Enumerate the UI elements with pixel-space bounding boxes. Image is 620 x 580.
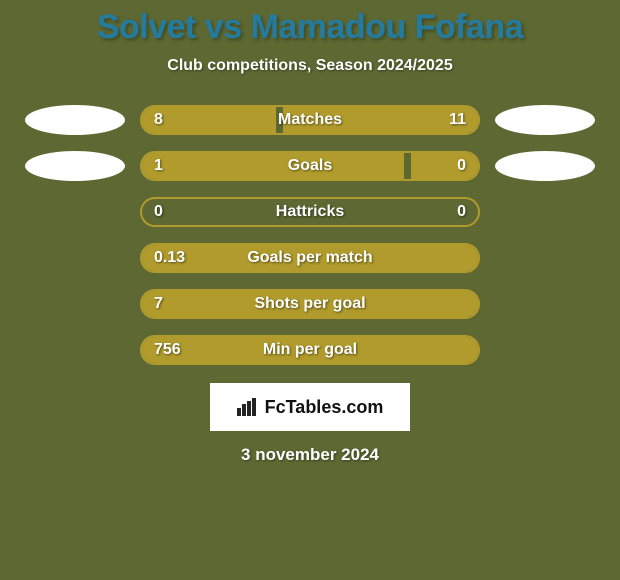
page-title: Solvet vs Mamadou Fofana [0, 0, 620, 47]
page-subtitle: Club competitions, Season 2024/2025 [0, 57, 620, 75]
stat-label: Matches [278, 111, 342, 129]
stat-bar: 8 Matches 11 [140, 105, 480, 135]
stat-bar: 756 Min per goal [140, 335, 480, 365]
stat-label: Shots per goal [254, 295, 365, 313]
bar-chart-icon [237, 398, 259, 416]
stat-label: Goals per match [247, 249, 372, 267]
stat-row: 756 Min per goal [0, 335, 620, 365]
date-label: 3 november 2024 [0, 445, 620, 465]
stat-row: 0.13 Goals per match [0, 243, 620, 273]
stat-value-right: 0 [457, 203, 466, 221]
stat-row: 8 Matches 11 [0, 105, 620, 135]
stat-row: 7 Shots per goal [0, 289, 620, 319]
stat-value-left: 8 [154, 111, 163, 129]
stat-label: Goals [288, 157, 332, 175]
stat-label: Min per goal [263, 341, 357, 359]
stat-bar: 0.13 Goals per match [140, 243, 480, 273]
player-avatar-right [495, 105, 595, 135]
stat-value-left: 1 [154, 157, 163, 175]
player-avatar-right [495, 151, 595, 181]
stat-row: 1 Goals 0 [0, 151, 620, 181]
stat-value-right: 11 [449, 111, 466, 129]
stat-value-left: 0.13 [154, 249, 185, 267]
stat-label: Hattricks [276, 203, 344, 221]
stat-value-left: 0 [154, 203, 163, 221]
player-avatar-left [25, 151, 125, 181]
stat-bar: 7 Shots per goal [140, 289, 480, 319]
logo-box: FcTables.com [210, 383, 410, 431]
logo-text: FcTables.com [265, 397, 384, 418]
stat-row: 0 Hattricks 0 [0, 197, 620, 227]
stat-bar: 0 Hattricks 0 [140, 197, 480, 227]
stat-value-right: 0 [457, 157, 466, 175]
stat-value-left: 756 [154, 341, 181, 359]
comparison-rows: 8Matches111Goals00Hattricks00.13Goals pe… [0, 105, 620, 365]
stat-bar: 1 Goals 0 [140, 151, 480, 181]
stat-value-left: 7 [154, 295, 163, 313]
player-avatar-left [25, 105, 125, 135]
